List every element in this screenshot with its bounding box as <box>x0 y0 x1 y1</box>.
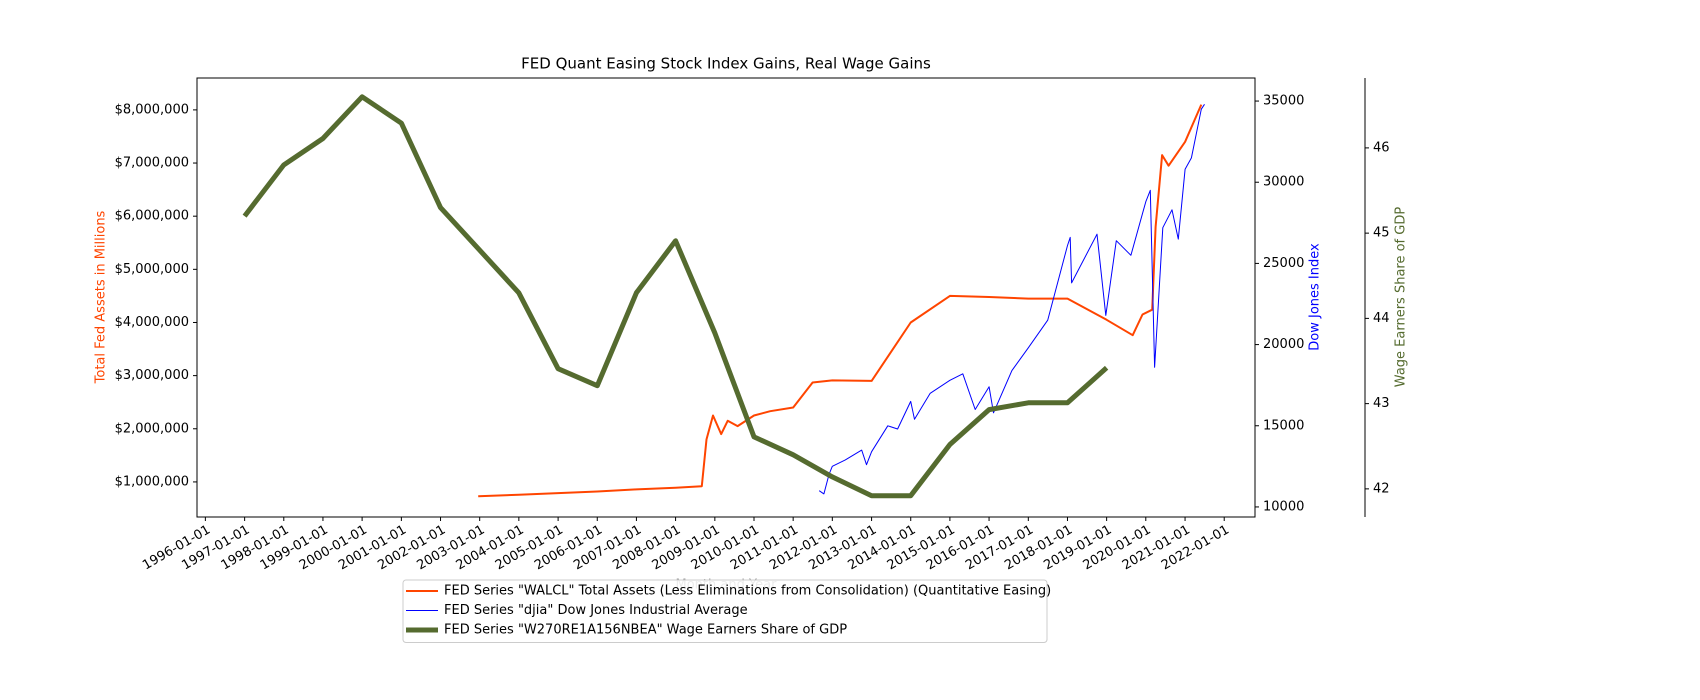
y2-tick-label: 35000 <box>1263 94 1304 109</box>
y2-tick-label: 25000 <box>1263 256 1304 271</box>
legend-box <box>402 579 1048 643</box>
legend: FED Series "WALCL" Total Assets (Less El… <box>402 579 1051 643</box>
y3-tick-label: 43 <box>1373 396 1390 411</box>
chart-title: FED Quant Easing Stock Index Gains, Real… <box>521 55 931 73</box>
data-line <box>478 104 1203 498</box>
y3-tick-label: 44 <box>1373 311 1390 326</box>
y3-axis-label: Wage Earners Share of GDP <box>1394 207 1409 388</box>
y3-tick-label: 45 <box>1373 226 1390 241</box>
data-line <box>818 104 1205 495</box>
y-tick-label: $2,000,000 <box>115 421 189 436</box>
y2-axis-label: Dow Jones Index <box>1308 243 1323 351</box>
y-tick-label: $5,000,000 <box>115 262 189 277</box>
plot-frame <box>196 77 1256 518</box>
legend-label: FED Series "WALCL" Total Assets (Less El… <box>444 584 1051 599</box>
y2-tick-label: 10000 <box>1263 499 1304 514</box>
legend-label: FED Series "W270RE1A156NBEA" Wage Earner… <box>444 623 847 638</box>
y-tick-label: $3,000,000 <box>115 368 189 383</box>
y-tick-label: $8,000,000 <box>115 102 189 117</box>
y2-tick-label: 30000 <box>1263 175 1304 190</box>
y-axis-label: Total Fed Assets in Millions <box>94 210 109 384</box>
y-tick-label: $6,000,000 <box>115 209 189 224</box>
y-tick-label: $7,000,000 <box>115 156 189 171</box>
y-tick-label: $1,000,000 <box>115 474 189 489</box>
y2-tick-label: 20000 <box>1263 337 1304 352</box>
data-line <box>242 94 1109 499</box>
y-tick-label: $4,000,000 <box>115 315 189 330</box>
legend-label: FED Series "djia" Dow Jones Industrial A… <box>444 603 748 618</box>
y3-tick-label: 42 <box>1373 481 1390 496</box>
y3-tick-label: 46 <box>1373 140 1390 155</box>
y2-tick-label: 15000 <box>1263 418 1304 433</box>
